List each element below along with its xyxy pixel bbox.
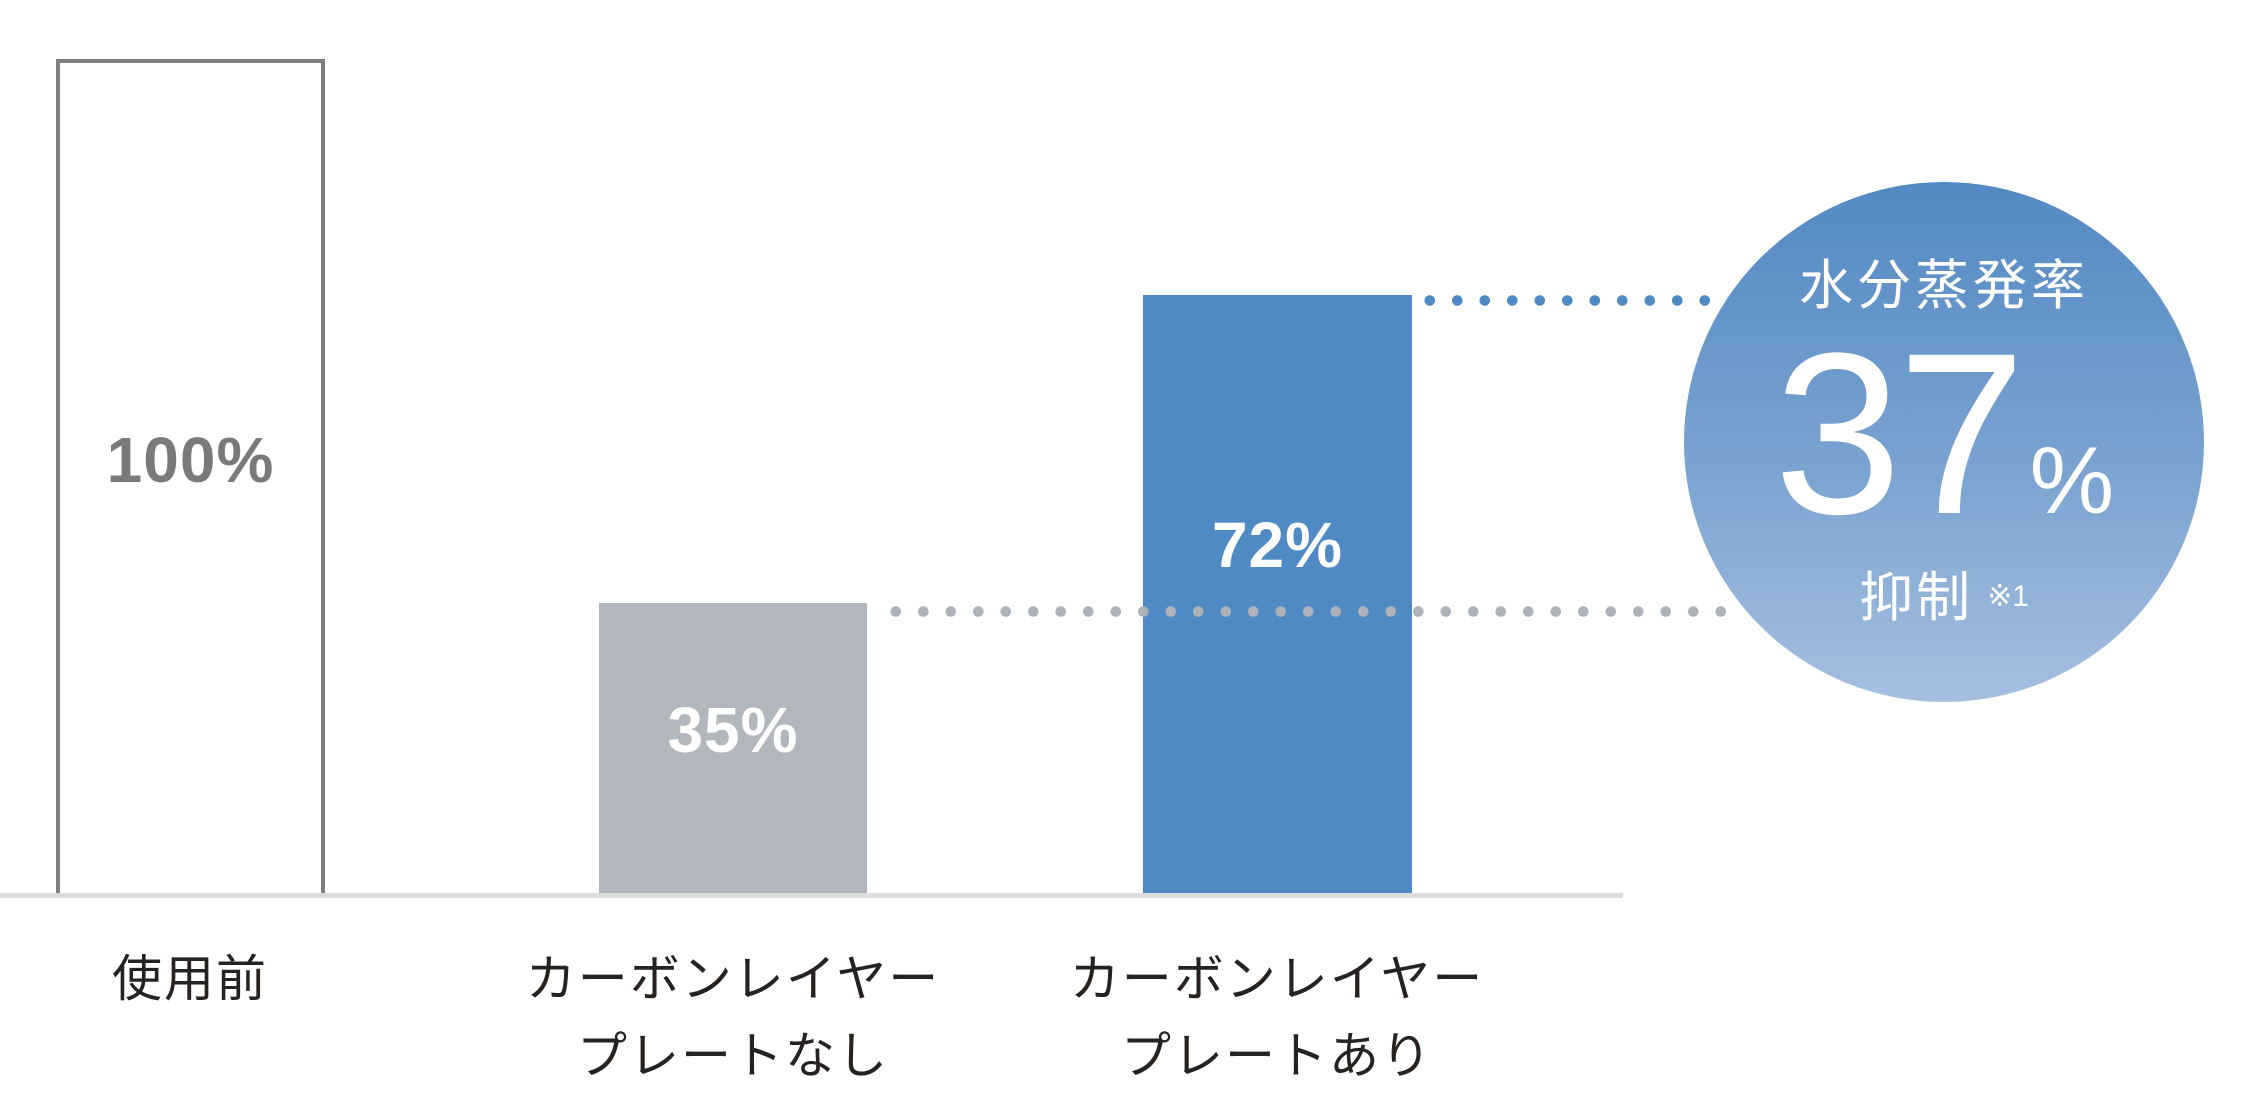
bar-value-label: 35%	[667, 694, 799, 766]
badge-value-row: 37 %	[1773, 304, 2115, 562]
badge-action: 抑制	[1859, 568, 1974, 629]
category-label-before-use: 使用前	[112, 941, 268, 1018]
badge-percent-sign: %	[2029, 427, 2115, 534]
badge-value: 37	[1773, 304, 2026, 562]
bar-value-label: 72%	[1211, 509, 1344, 581]
bar-value-label: 100%	[106, 424, 275, 496]
bar-with-plate: 72%	[1143, 295, 1412, 893]
category-line: カーボンレイヤー	[525, 951, 941, 1007]
dotted-line-blue	[1416, 295, 1716, 306]
category-line: プレートなし	[577, 1028, 889, 1084]
dotted-line-gray	[882, 606, 1742, 617]
category-label-with-plate: カーボンレイヤー プレートあり	[1070, 941, 1485, 1095]
bar-before-use: 100%	[56, 59, 325, 893]
x-axis-line	[0, 893, 1623, 898]
badge-title: 水分蒸発率	[1799, 256, 2089, 316]
category-label-without-plate: カーボンレイヤー プレートなし	[526, 941, 941, 1095]
badge-action-row: 抑制 ※1	[1859, 553, 2029, 632]
category-line: プレートあり	[1121, 1028, 1433, 1084]
bar-without-plate: 35%	[599, 603, 867, 893]
badge-footnote-marker: ※1	[1987, 580, 2029, 614]
category-line: カーボンレイヤー	[1069, 951, 1485, 1007]
category-line: 使用前	[112, 951, 268, 1007]
moisture-rate-badge: 水分蒸発率 37 % 抑制 ※1	[1684, 182, 2204, 702]
